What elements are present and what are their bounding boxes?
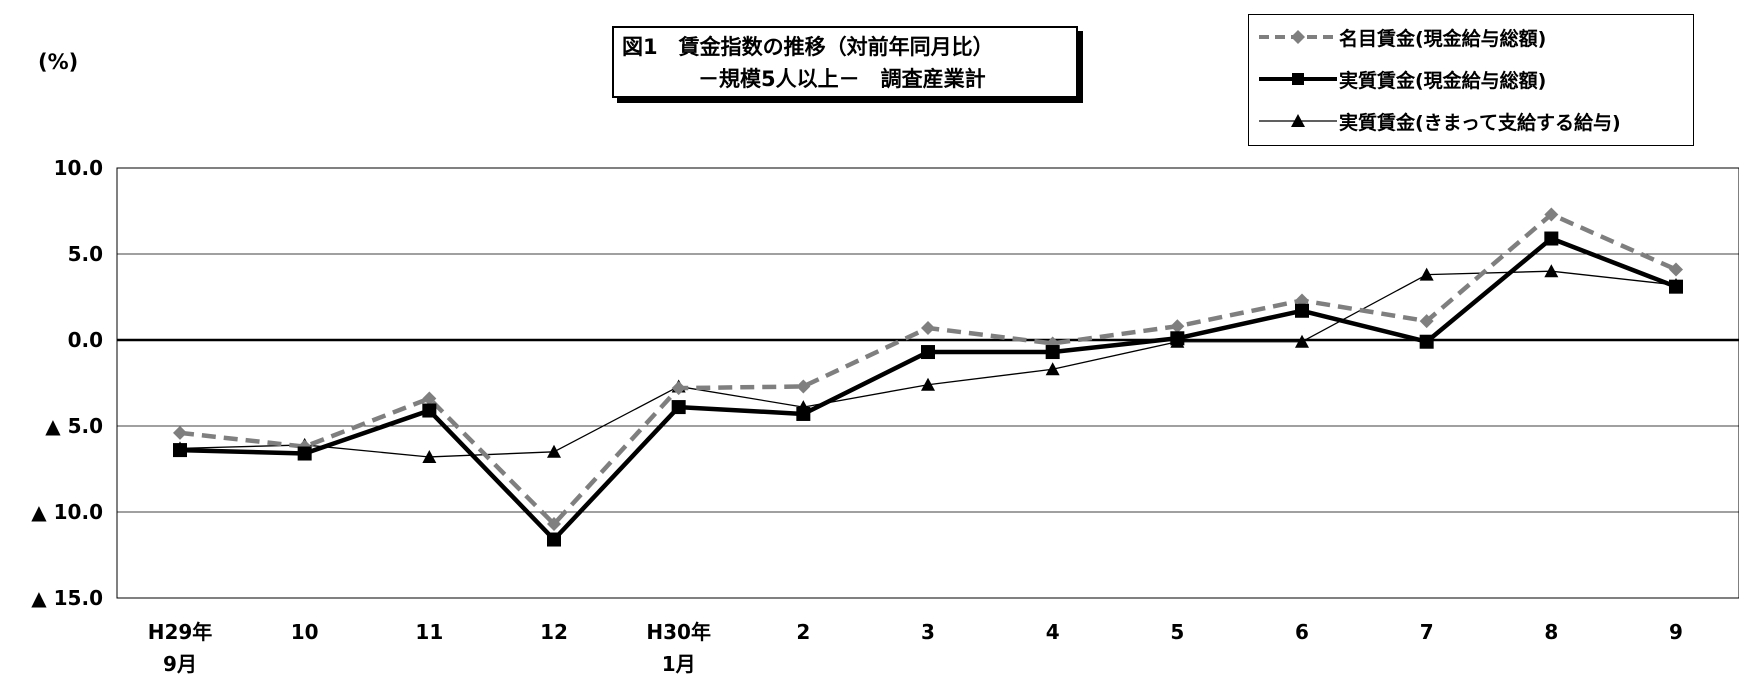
diamond-marker bbox=[1544, 207, 1559, 222]
legend-swatch-real-wage-regular bbox=[1259, 114, 1337, 127]
diamond-marker bbox=[1170, 319, 1185, 334]
diamond-marker bbox=[422, 391, 437, 406]
diamond-marker bbox=[1419, 314, 1434, 329]
series-line-diamond bbox=[179, 212, 1677, 527]
x-tick-label: 9 bbox=[1669, 620, 1683, 644]
diamond-marker bbox=[173, 425, 187, 440]
legend-swatch-nominal-wage bbox=[1259, 30, 1337, 44]
triangle-marker bbox=[921, 377, 935, 391]
x-tick-label: 12 bbox=[540, 620, 568, 644]
x-tick-label: H30年 bbox=[646, 620, 711, 644]
square-marker bbox=[921, 345, 935, 360]
x-tick-label: 3 bbox=[921, 620, 935, 644]
legend-swatch-real-wage-total bbox=[1259, 73, 1337, 85]
plot-area bbox=[116, 167, 1739, 599]
square-marker bbox=[1669, 279, 1683, 294]
x-tick-label: 8 bbox=[1544, 620, 1558, 644]
legend-item-nominal-wage: 名目賃金(現金給与総額) bbox=[1257, 19, 1546, 55]
y-tick-label: 10.0 bbox=[54, 156, 103, 180]
square-marker bbox=[1045, 345, 1060, 360]
x-tick-label: 2 bbox=[796, 620, 810, 644]
triangle-marker bbox=[547, 444, 561, 458]
triangle-marker bbox=[1295, 334, 1309, 348]
diamond-marker bbox=[796, 379, 811, 394]
legend-label-real-wage-total: 実質賃金(現金給与総額) bbox=[1339, 69, 1547, 92]
square-marker bbox=[547, 532, 561, 547]
x-tick-label: 5 bbox=[1170, 620, 1184, 644]
triangle-marker bbox=[1045, 362, 1060, 376]
x-tick-label: 4 bbox=[1046, 620, 1060, 644]
diamond-marker bbox=[547, 517, 561, 532]
x-tick-label: 6 bbox=[1295, 620, 1309, 644]
square-marker bbox=[1419, 334, 1434, 349]
y-tick-label: 5.0 bbox=[68, 242, 103, 266]
legend-item-real-wage-regular: 実質賃金(きまって支給する給与) bbox=[1257, 103, 1621, 139]
diamond-marker bbox=[921, 320, 935, 335]
square-marker bbox=[297, 446, 312, 461]
x-tick-label: 10 bbox=[291, 620, 319, 644]
y-tick-label: ▲ 15.0 bbox=[31, 586, 103, 610]
y-tick-label: 0.0 bbox=[68, 328, 103, 352]
legend: 名目賃金(現金給与総額) 実質賃金(現金給与総額) 実質賃金(きまって支給する給… bbox=[1248, 14, 1694, 146]
square-marker bbox=[1170, 331, 1185, 346]
chart-title-box: 図1 賃金指数の推移（対前年同月比） －規模5人以上－ 調査産業計 bbox=[612, 26, 1078, 98]
legend-item-real-wage-total: 実質賃金(現金給与総額) bbox=[1257, 61, 1546, 97]
x-tick-label: 7 bbox=[1420, 620, 1434, 644]
x-tick-label: 1月 bbox=[662, 652, 696, 676]
square-marker bbox=[1295, 303, 1309, 318]
x-tick-label: 9月 bbox=[163, 652, 197, 676]
triangle-marker bbox=[1544, 264, 1559, 278]
chart-subtitle: －規模5人以上－ 調査産業計 bbox=[698, 67, 986, 91]
legend-label-real-wage-regular: 実質賃金(きまって支給する給与) bbox=[1339, 111, 1621, 134]
y-axis-unit-label: (%) bbox=[38, 50, 79, 74]
x-tick-label: H29年 bbox=[148, 620, 213, 644]
square-marker bbox=[671, 400, 686, 415]
x-tick-label: 11 bbox=[415, 620, 443, 644]
legend-label-nominal-wage: 名目賃金(現金給与総額) bbox=[1339, 27, 1547, 50]
chart-title: 図1 賃金指数の推移（対前年同月比） bbox=[622, 35, 994, 59]
diamond-marker bbox=[1669, 262, 1683, 277]
square-marker bbox=[422, 403, 437, 418]
square-marker bbox=[173, 443, 187, 458]
y-tick-label: ▲ 10.0 bbox=[31, 500, 103, 524]
square-marker bbox=[1544, 231, 1559, 246]
y-tick-label: ▲ 5.0 bbox=[45, 414, 103, 438]
triangle-marker bbox=[1419, 267, 1434, 281]
square-marker bbox=[796, 406, 811, 421]
triangle-marker bbox=[422, 449, 437, 463]
diamond-marker bbox=[671, 381, 686, 396]
